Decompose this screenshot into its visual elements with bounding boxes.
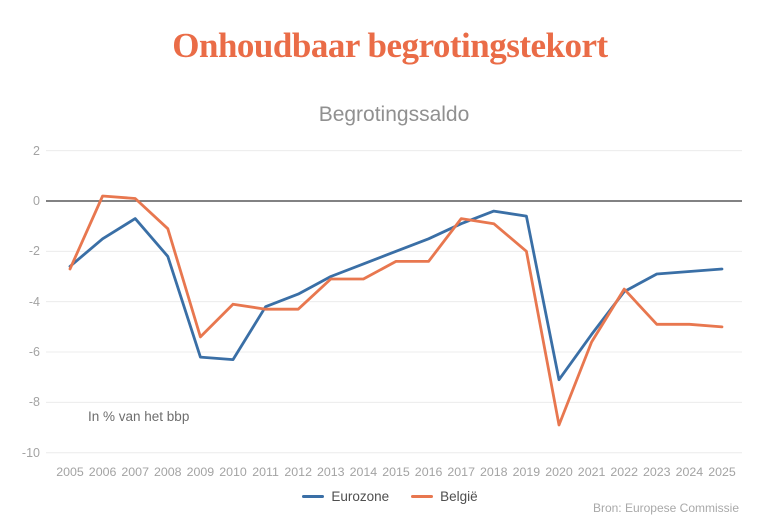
x-tick-label: 2020 — [545, 465, 573, 479]
y-tick-label: -6 — [28, 345, 40, 360]
legend: Eurozone België — [0, 489, 780, 504]
x-tick-label: 2009 — [186, 465, 215, 479]
x-tick-label: 2022 — [610, 465, 638, 479]
legend-label-eurozone: Eurozone — [331, 489, 390, 504]
x-tick-label: 2024 — [675, 465, 704, 479]
chart-subtitle: Begrotingssaldo — [318, 103, 470, 126]
source-credit: Bron: Europese Commissie — [592, 501, 739, 515]
x-tick-label: 2013 — [317, 465, 345, 479]
x-tick-label: 2016 — [414, 465, 443, 479]
x-tick-label: 2023 — [643, 465, 671, 479]
x-tick-label: 2010 — [219, 465, 247, 479]
series-line-belgië — [68, 194, 724, 427]
x-tick-label: 2017 — [447, 465, 475, 479]
legend-item-eurozone: Eurozone — [302, 489, 389, 504]
eurozone-line-swatch — [302, 494, 325, 499]
x-tick-label: 2008 — [154, 465, 182, 479]
unit-annotation: In % van het bbp — [88, 409, 190, 424]
x-tick-label: 2021 — [577, 465, 606, 479]
y-tick-label: 0 — [33, 194, 40, 208]
y-tick-label: -10 — [21, 445, 40, 460]
legend-label-belgie: België — [440, 489, 478, 504]
x-tick-label: 2011 — [252, 465, 279, 479]
y-tick-label: -8 — [28, 395, 40, 410]
y-tick-label: 2 — [33, 143, 40, 158]
legend-item-belgie: België — [411, 489, 478, 504]
series-line-eurozone — [68, 209, 724, 382]
x-tick-label: 2006 — [88, 465, 117, 479]
x-tick-label: 2025 — [708, 465, 736, 479]
chart-title: Onhoudbaar begrotingstekort — [172, 26, 608, 65]
y-tick-label: -4 — [28, 294, 40, 309]
x-tick-label: 2007 — [121, 465, 149, 479]
x-tick-label: 2005 — [56, 465, 84, 479]
x-tick-label: 2012 — [284, 465, 312, 479]
x-tick-label: 2018 — [480, 465, 508, 479]
x-tick-label: 2014 — [349, 465, 378, 479]
y-tick-label: -2 — [28, 244, 40, 259]
x-tick-label: 2015 — [382, 465, 410, 479]
belgie-line-swatch — [411, 494, 434, 499]
x-tick-label: 2019 — [512, 465, 541, 479]
